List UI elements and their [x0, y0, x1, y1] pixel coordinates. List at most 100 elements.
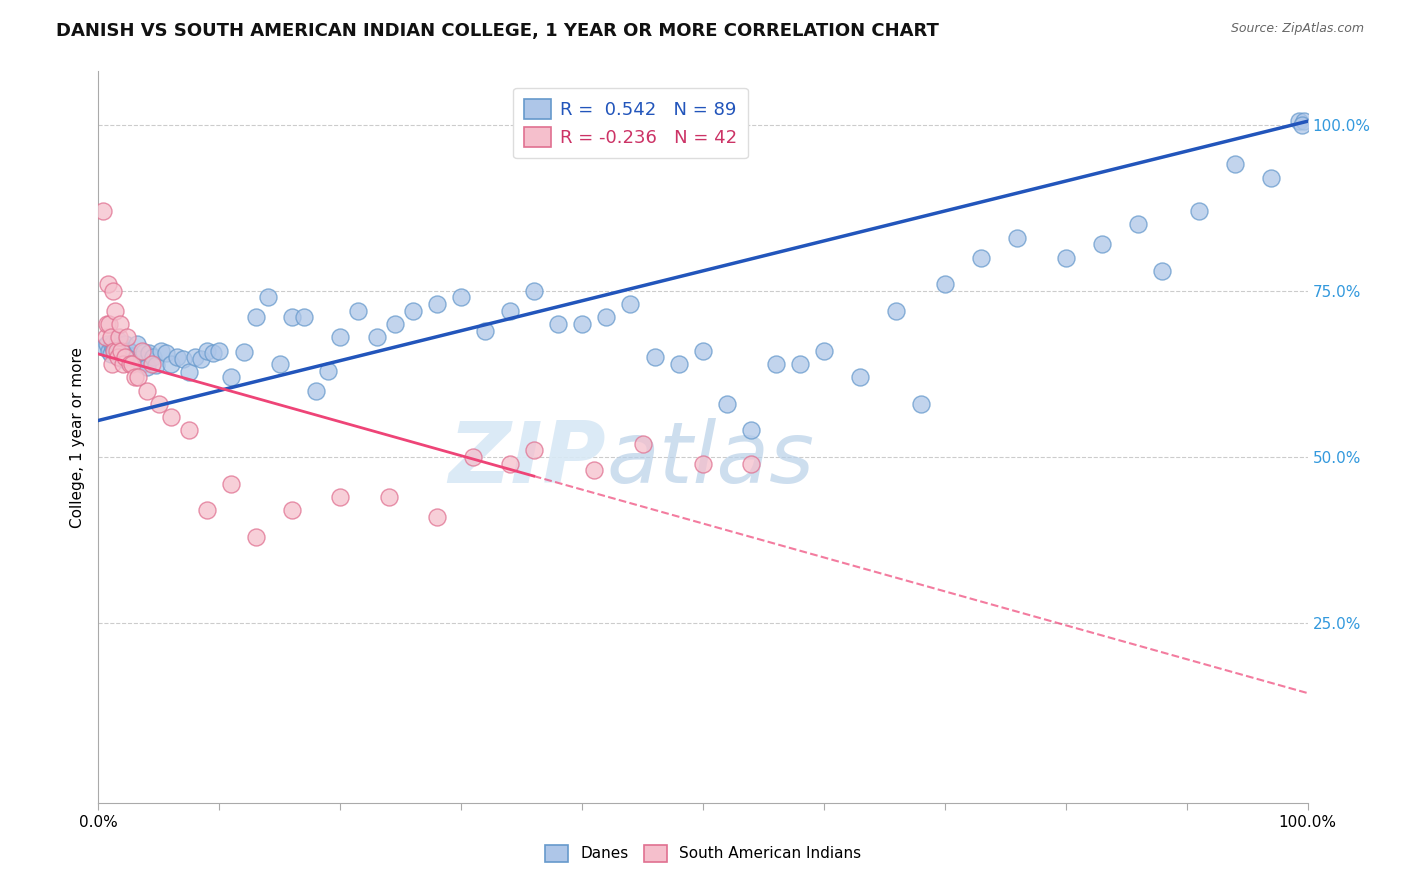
- Point: [1292, 114, 1315, 128]
- Point: [316, 363, 339, 377]
- Point: [118, 343, 141, 358]
- Point: [142, 351, 165, 365]
- Point: [150, 343, 173, 358]
- Point: [94, 330, 117, 344]
- Point: [96, 317, 118, 331]
- Point: [112, 343, 135, 357]
- Point: [114, 351, 136, 365]
- Point: [93, 340, 115, 354]
- Point: [96, 337, 118, 351]
- Point: [195, 343, 218, 358]
- Point: [668, 357, 690, 371]
- Point: [571, 317, 593, 331]
- Point: [108, 317, 131, 331]
- Point: [141, 357, 163, 371]
- Point: [184, 351, 207, 365]
- Point: [692, 457, 714, 471]
- Point: [166, 351, 188, 365]
- Point: [498, 457, 520, 471]
- Point: [110, 338, 132, 352]
- Point: [789, 357, 811, 371]
- Point: [347, 303, 370, 318]
- Point: [124, 370, 146, 384]
- Point: [384, 317, 406, 331]
- Point: [305, 384, 328, 398]
- Point: [145, 358, 167, 372]
- Point: [329, 490, 352, 504]
- Point: [101, 335, 124, 350]
- Point: [1260, 170, 1282, 185]
- Point: [117, 330, 139, 344]
- Point: [111, 351, 134, 366]
- Point: [114, 337, 136, 351]
- Point: [100, 338, 122, 352]
- Point: [202, 346, 225, 360]
- Point: [134, 345, 156, 359]
- Point: [128, 351, 150, 366]
- Point: [172, 351, 194, 366]
- Point: [1091, 237, 1114, 252]
- Point: [103, 343, 125, 358]
- Point: [1291, 118, 1313, 132]
- Point: [101, 284, 124, 298]
- Point: [98, 317, 121, 331]
- Text: Source: ZipAtlas.com: Source: ZipAtlas.com: [1230, 22, 1364, 36]
- Point: [98, 343, 121, 358]
- Point: [426, 297, 449, 311]
- Point: [1223, 157, 1246, 171]
- Point: [619, 297, 641, 311]
- Point: [135, 384, 157, 398]
- Point: [100, 330, 122, 344]
- Point: [190, 351, 212, 366]
- Point: [740, 424, 762, 438]
- Point: [281, 310, 304, 325]
- Point: [523, 284, 546, 298]
- Point: [108, 343, 131, 358]
- Point: [160, 410, 183, 425]
- Point: [117, 351, 139, 366]
- Point: [716, 397, 738, 411]
- Point: [107, 333, 129, 347]
- Point: [121, 349, 143, 363]
- Point: [934, 277, 956, 292]
- Point: [450, 290, 472, 304]
- Point: [110, 343, 132, 358]
- Point: [256, 290, 278, 304]
- Point: [120, 351, 142, 365]
- Point: [108, 330, 131, 344]
- Point: [498, 303, 520, 318]
- Point: [91, 204, 114, 219]
- Point: [463, 450, 485, 464]
- Point: [127, 337, 149, 351]
- Point: [245, 530, 267, 544]
- Point: [131, 357, 153, 371]
- Point: [221, 476, 243, 491]
- Point: [970, 251, 993, 265]
- Point: [366, 330, 388, 344]
- Point: [402, 303, 425, 318]
- Point: [208, 343, 231, 358]
- Text: DANISH VS SOUTH AMERICAN INDIAN COLLEGE, 1 YEAR OR MORE CORRELATION CHART: DANISH VS SOUTH AMERICAN INDIAN COLLEGE,…: [56, 22, 939, 40]
- Point: [1188, 204, 1211, 219]
- Point: [155, 346, 177, 360]
- Point: [111, 357, 134, 371]
- Point: [523, 443, 546, 458]
- Point: [692, 343, 714, 358]
- Point: [292, 310, 315, 325]
- Point: [1152, 264, 1174, 278]
- Point: [105, 336, 128, 351]
- Point: [160, 357, 183, 371]
- Point: [595, 310, 617, 325]
- Point: [329, 330, 352, 344]
- Point: [127, 370, 149, 384]
- Point: [131, 343, 153, 358]
- Point: [849, 370, 872, 384]
- Point: [115, 347, 138, 361]
- Point: [148, 397, 170, 411]
- Point: [547, 317, 569, 331]
- Point: [281, 503, 304, 517]
- Point: [765, 357, 787, 371]
- Y-axis label: College, 1 year or more: College, 1 year or more: [69, 347, 84, 527]
- Point: [179, 424, 201, 438]
- Point: [97, 277, 120, 292]
